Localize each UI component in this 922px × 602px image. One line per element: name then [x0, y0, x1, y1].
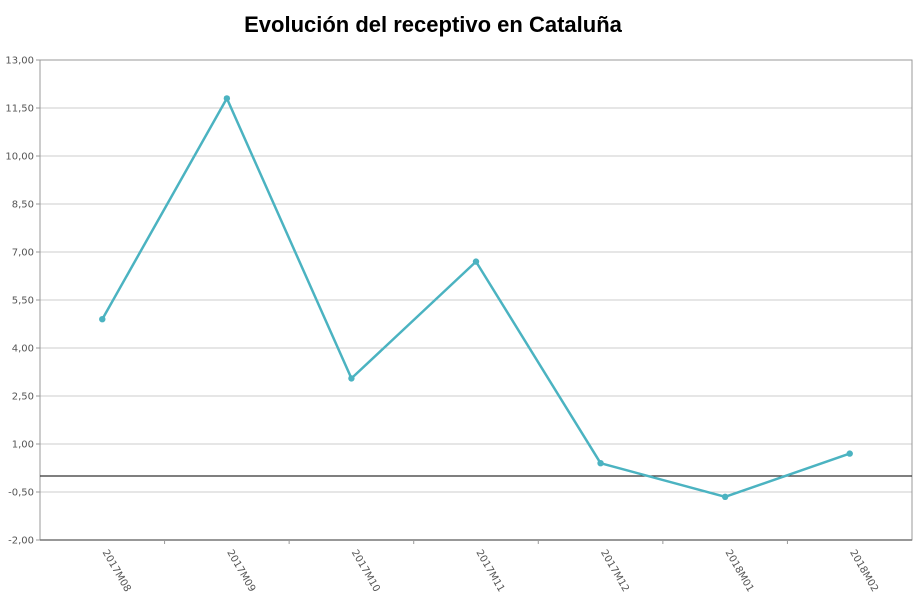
- data-point: [846, 450, 853, 457]
- y-tick-label: 11,50: [5, 104, 34, 115]
- x-tick-label: 2017M08: [100, 548, 133, 594]
- data-point: [597, 460, 604, 467]
- y-tick-label: 8,50: [12, 200, 34, 211]
- x-tick-label: 2017M09: [224, 548, 257, 594]
- x-tick-label: 2018M02: [847, 548, 880, 594]
- y-tick-label: 1,00: [12, 440, 34, 451]
- data-point: [99, 316, 106, 323]
- y-tick-label: 4,00: [12, 344, 34, 355]
- data-point: [472, 258, 480, 265]
- data-point: [348, 375, 355, 382]
- data-point: [721, 493, 729, 500]
- y-tick-label: 10,00: [5, 152, 34, 163]
- x-tick-labels: 2017M08 2017M09 2017M10 2017M11 2017M12 2018M…: [100, 548, 880, 594]
- y-tick-label: 7,00: [12, 248, 34, 259]
- y-tick-labels: 13,00 11,50 10,00 8,50 7,00 5,50 4,00 2,50 1,00 -…: [5, 56, 34, 547]
- series-line: [101, 97, 851, 499]
- chart-title: Evolución del receptivo en Cataluña: [244, 12, 622, 37]
- series: [99, 95, 853, 500]
- y-tick-label: 13,00: [5, 56, 34, 67]
- x-tick-label: 2017M11: [473, 548, 506, 594]
- grid-lines: [40, 59, 912, 541]
- x-tick-label: 2017M10: [349, 548, 382, 594]
- data-point: [223, 95, 231, 102]
- y-tick-label: -2,00: [8, 536, 34, 547]
- y-tick-label: -0,50: [8, 488, 34, 499]
- axes: [36, 59, 913, 544]
- y-tick-label: 2,50: [12, 392, 34, 403]
- x-tick-label: 2017M12: [598, 548, 631, 594]
- y-tick-label: 5,50: [12, 296, 34, 307]
- x-tick-label: 2018M01: [723, 548, 756, 594]
